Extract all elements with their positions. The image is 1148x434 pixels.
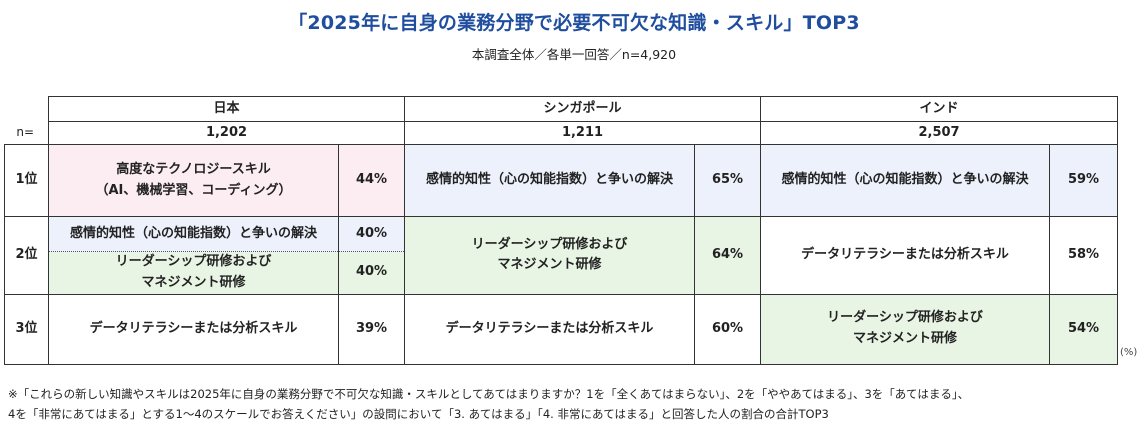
footnote: ※「これらの新しい知識やスキルは2025年に自身の業務分野で不可欠な知識・スキル… bbox=[8, 384, 1143, 424]
footnote-line2: 4を「非常にあてはまる」とする1〜4のスケールでお答えください」の設問において「… bbox=[8, 407, 829, 421]
sample-size-japan: 1,202 bbox=[47, 121, 406, 145]
country-header-india: インド bbox=[760, 96, 1119, 122]
singapore-rank2-skill-line1: リーダーシップ研修および bbox=[471, 236, 628, 252]
rank-row-2a: 2位 感情的知性（心の知能指数）と争いの解決 40% リーダーシップ研修および … bbox=[4, 216, 1119, 295]
singapore-rank3-pct: 60% bbox=[694, 293, 762, 365]
country-header-singapore: シンガポール bbox=[404, 96, 762, 122]
page-title: 「2025年に自身の業務分野で必要不可欠な知識・スキル」TOP3 bbox=[288, 12, 860, 34]
rank-row-1: 1位 高度なテクノロジースキル （AI、機械学習、コーディング） 44% 感情的… bbox=[4, 144, 1119, 217]
india-rank1-skill: 感情的知性（心の知能指数）と争いの解決 bbox=[760, 144, 1051, 217]
india-rank3-pct: 54% bbox=[1049, 293, 1119, 365]
india-rank1-pct: 59% bbox=[1049, 144, 1119, 217]
japan-rank2a-pct: 40% bbox=[337, 216, 406, 252]
rank-label-1: 1位 bbox=[4, 144, 49, 217]
japan-rank2a-skill: 感情的知性（心の知能指数）と争いの解決 bbox=[48, 216, 339, 252]
singapore-rank2-skill: リーダーシップ研修および マネジメント研修 bbox=[404, 216, 696, 295]
sample-size-india: 2,507 bbox=[760, 121, 1119, 145]
india-rank3-skill: リーダーシップ研修および マネジメント研修 bbox=[760, 293, 1051, 365]
n-label: n= bbox=[16, 125, 35, 140]
india-rank2-skill: データリテラシーまたは分析スキル bbox=[760, 216, 1051, 295]
japan-rank3-skill: データリテラシーまたは分析スキル bbox=[48, 293, 339, 365]
india-rank3-skill-line2: マネジメント研修 bbox=[853, 331, 958, 347]
country-header-row: 日本 シンガポール インド bbox=[5, 96, 1119, 122]
singapore-rank3-skill: データリテラシーまたは分析スキル bbox=[404, 293, 696, 365]
japan-rank1-skill-line2: （AI、機械学習、コーディング） bbox=[95, 182, 292, 198]
survey-subtitle: 本調査全体／各単一回答／n=4,920 bbox=[471, 47, 677, 62]
rank-label-2: 2位 bbox=[4, 216, 49, 295]
rank-row-2b: リーダーシップ研修および マネジメント研修 40% bbox=[5, 251, 1118, 295]
japan-rank2b-pct: 40% bbox=[337, 251, 406, 295]
india-rank3-skill-line1: リーダーシップ研修および bbox=[827, 310, 983, 326]
country-header-japan: 日本 bbox=[47, 96, 406, 122]
singapore-rank1-pct: 65% bbox=[694, 144, 762, 217]
ranking-table: 日本 シンガポール インド n= 1,202 1,211 2,507 1位 高度… bbox=[4, 96, 1119, 365]
sample-size-singapore: 1,211 bbox=[404, 121, 762, 145]
sample-size-row: n= 1,202 1,211 2,507 bbox=[5, 121, 1119, 145]
singapore-rank2-pct: 64% bbox=[694, 216, 762, 295]
japan-rank2b-skill: リーダーシップ研修および マネジメント研修 bbox=[48, 251, 339, 295]
rank-label-3: 3位 bbox=[4, 293, 49, 365]
india-rank2-pct: 58% bbox=[1049, 216, 1119, 295]
japan-rank3-pct: 39% bbox=[337, 293, 406, 365]
japan-rank1-pct: 44% bbox=[337, 144, 406, 217]
unit-label: (%) bbox=[1120, 347, 1138, 358]
singapore-rank2-skill-line2: マネジメント研修 bbox=[497, 257, 602, 273]
rank-row-3: 3位 データリテラシーまたは分析スキル 39% データリテラシーまたは分析スキル… bbox=[4, 293, 1119, 365]
footnote-line1: ※「これらの新しい知識やスキルは2025年に自身の業務分野で不可欠な知識・スキル… bbox=[8, 387, 970, 401]
japan-rank1-skill: 高度なテクノロジースキル （AI、機械学習、コーディング） bbox=[48, 144, 339, 217]
singapore-rank1-skill: 感情的知性（心の知能指数）と争いの解決 bbox=[404, 144, 696, 217]
japan-rank1-skill-line1: 高度なテクノロジースキル bbox=[116, 161, 271, 177]
japan-rank2b-skill-line1: リーダーシップ研修および bbox=[115, 254, 272, 269]
japan-rank2b-skill-line2: マネジメント研修 bbox=[141, 274, 246, 290]
